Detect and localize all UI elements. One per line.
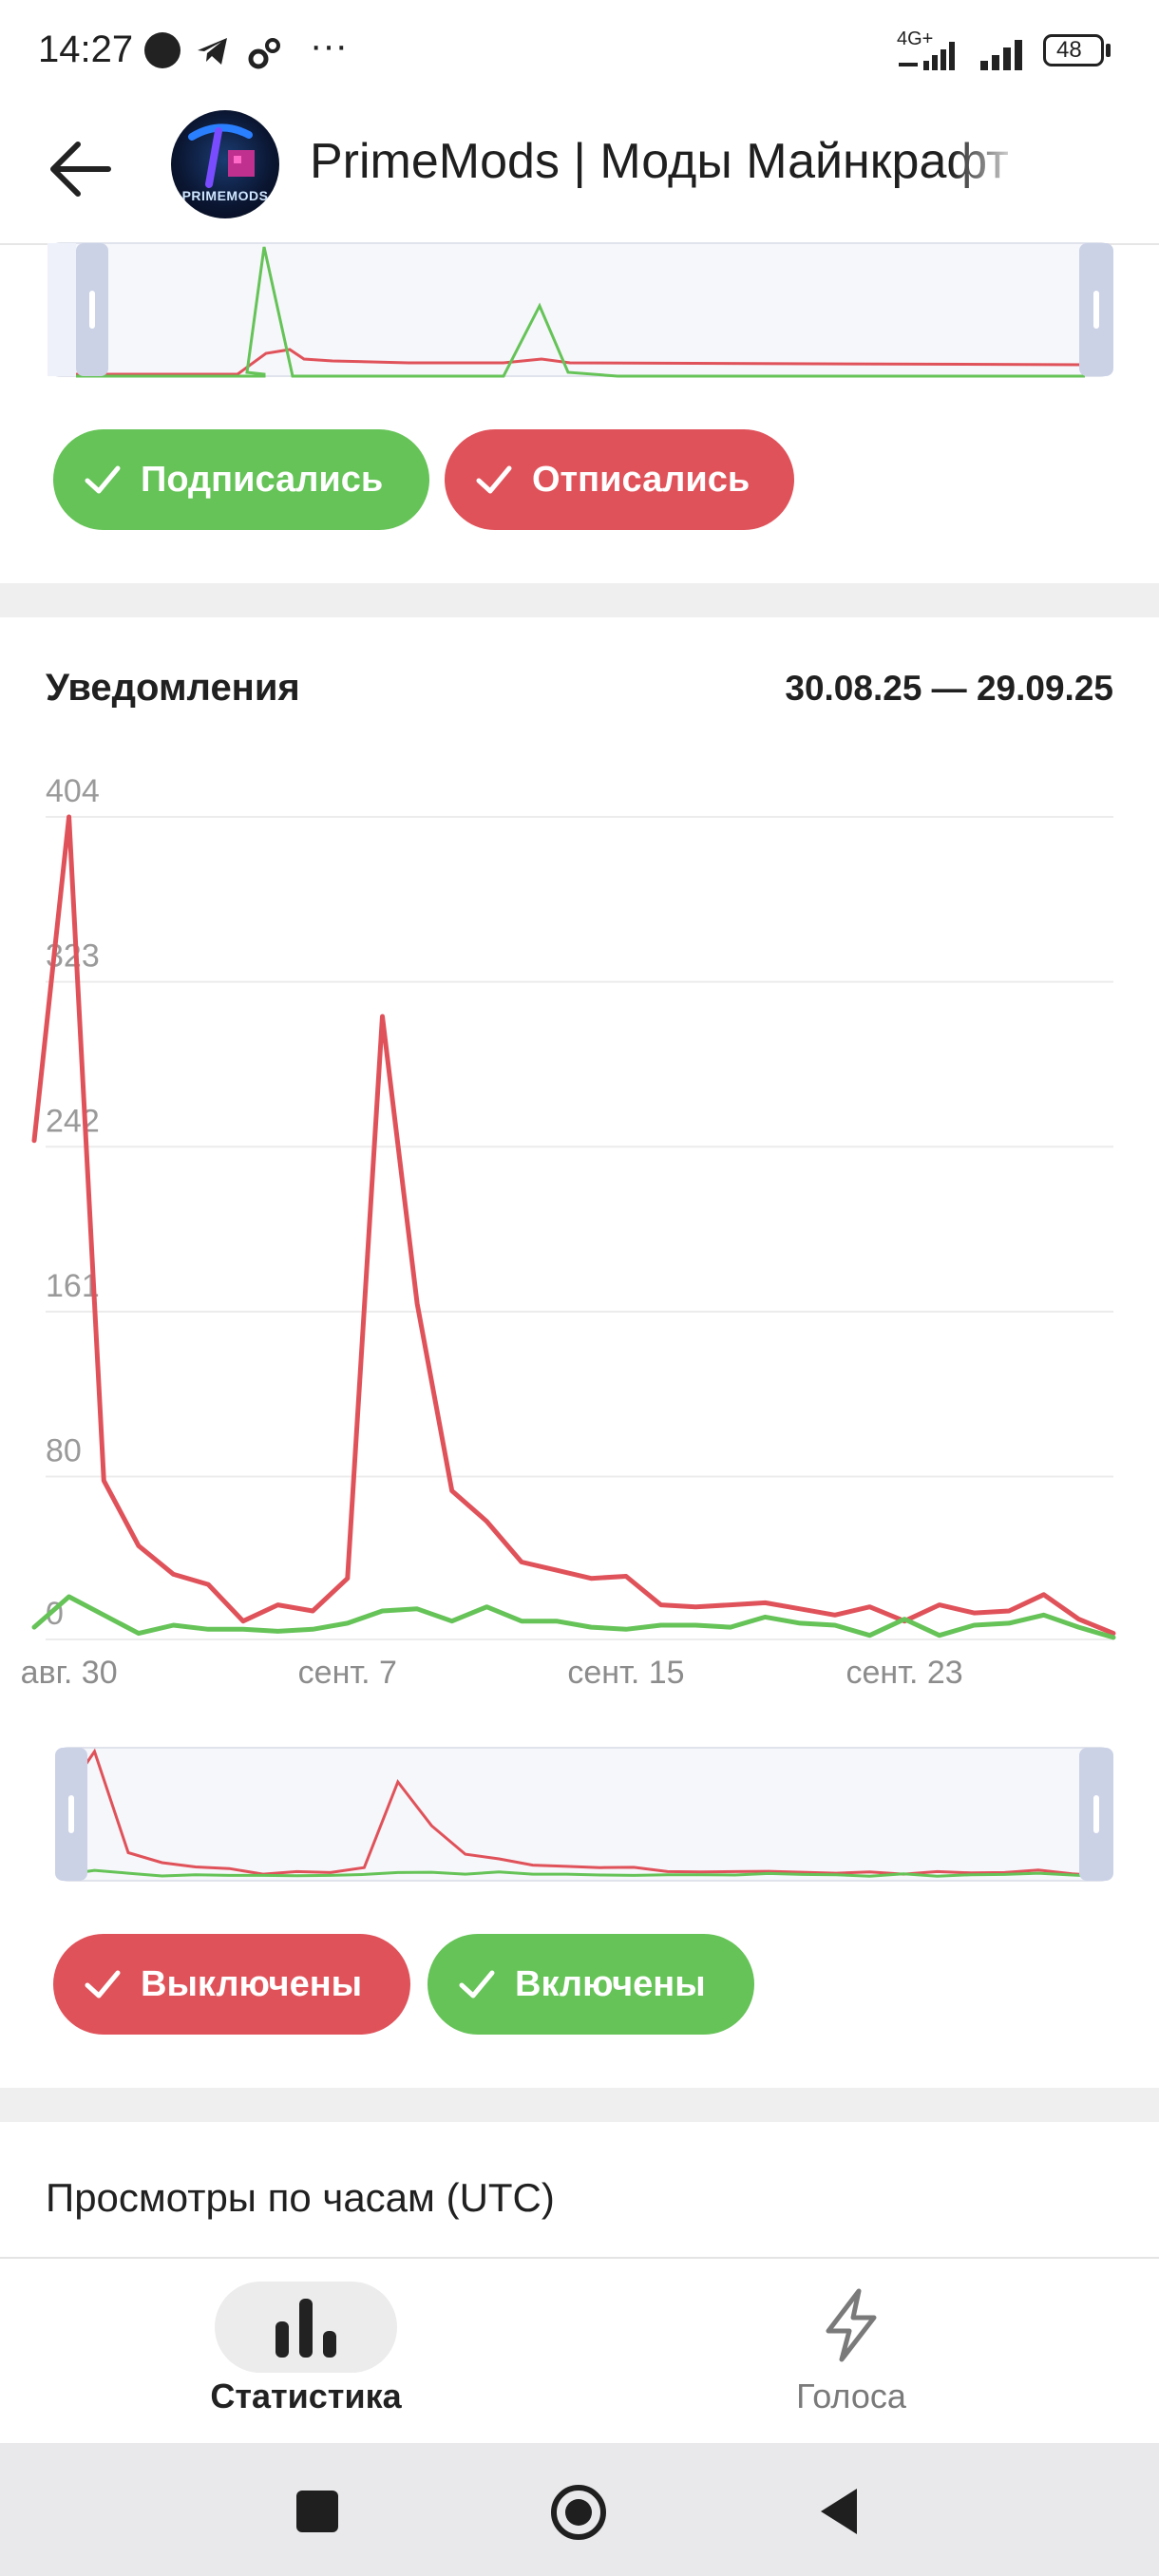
battery-icon <box>1043 34 1104 66</box>
battery-tip <box>1106 44 1111 57</box>
y-tick-label: 161 <box>46 1268 100 1304</box>
chip-unsubscribed[interactable]: Отписались <box>445 429 794 530</box>
notifications-title: Уведомления <box>46 667 300 709</box>
lightning-icon[interactable] <box>817 2287 885 2363</box>
navigator-left-grip <box>68 1795 74 1833</box>
card-separator <box>0 2088 1159 2122</box>
title-fade <box>950 123 1026 199</box>
recent-apps-button[interactable] <box>296 2491 338 2532</box>
chip-subscribed[interactable]: Подписались <box>53 429 429 530</box>
chip-enabled[interactable]: Включены <box>428 1934 754 2035</box>
network-type: 4G+ <box>897 28 934 49</box>
y-tick-label: 404 <box>46 773 100 809</box>
bar-chart-icon <box>276 2299 336 2358</box>
navigator-series-line <box>59 1748 1107 1878</box>
x-tick-label: авг. 30 <box>21 1655 118 1691</box>
back-arrow-icon[interactable] <box>42 131 118 207</box>
navigator-right-grip <box>1093 1795 1099 1833</box>
signal-icon <box>899 42 955 70</box>
hourly-views-title: Просмотры по часам (UTC) <box>46 2175 555 2220</box>
status-bar <box>0 0 1159 99</box>
check-icon <box>85 1970 121 1998</box>
notifications-range-navigator[interactable] <box>55 1746 1113 1883</box>
status-time: 14:27 <box>38 28 134 70</box>
series-line-disabled <box>31 814 1116 1637</box>
navigator-series-line <box>60 1868 1107 1879</box>
check-icon <box>85 465 121 494</box>
card-separator <box>0 583 1159 617</box>
y-tick-label: 242 <box>46 1103 100 1139</box>
check-icon <box>476 465 512 494</box>
home-button[interactable] <box>549 2483 608 2542</box>
signal-icon-2 <box>980 40 1022 70</box>
chip-disabled[interactable]: Выключены <box>53 1934 410 2035</box>
pickaxe-logo-icon <box>188 123 255 188</box>
channel-avatar[interactable]: PRIMEMODS <box>171 110 279 218</box>
settings-gear-icon <box>248 38 280 69</box>
x-tick-label: сент. 23 <box>846 1655 963 1691</box>
more-notifications-icon: ··· <box>310 25 348 66</box>
chip-label: Отписались <box>532 459 750 500</box>
chip-label: Подписались <box>141 459 384 500</box>
notification-dot-icon <box>144 32 180 68</box>
avatar-logo-text: PRIMEMODS <box>181 188 269 203</box>
bottom-navigation <box>0 2257 1159 2443</box>
x-tick-label: сент. 7 <box>298 1655 397 1691</box>
channel-title: PrimeMods | Моды Майнкрафт <box>310 134 1009 189</box>
navigator-background <box>55 1747 1113 1882</box>
series-line-enabled <box>31 1594 1116 1640</box>
chip-label: Выключены <box>141 1963 363 2004</box>
chip-label: Включены <box>515 1963 706 2004</box>
notifications-date-range[interactable]: 30.08.25 — 29.09.25 <box>785 669 1113 708</box>
telegram-icon <box>198 38 227 65</box>
y-tick-label: 80 <box>46 1433 82 1469</box>
back-nav-button[interactable] <box>815 2485 863 2538</box>
nav-votes-label[interactable]: Голоса <box>796 2377 906 2415</box>
nav-statistics-label[interactable]: Статистика <box>210 2377 402 2415</box>
battery-level: 48 <box>1056 37 1082 63</box>
check-icon <box>459 1970 495 1998</box>
x-tick-label: сент. 15 <box>567 1655 684 1691</box>
subscribers-range-navigator[interactable] <box>48 241 1113 378</box>
